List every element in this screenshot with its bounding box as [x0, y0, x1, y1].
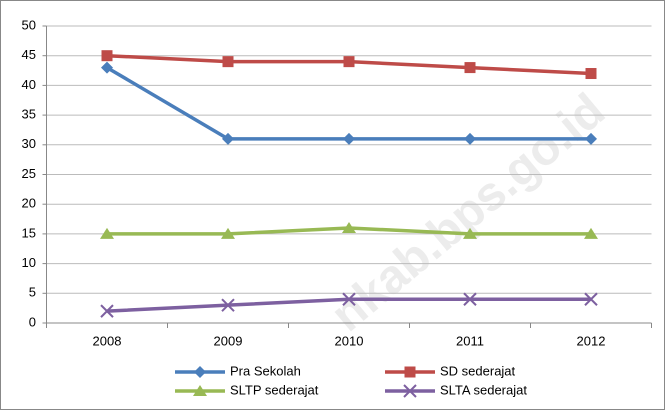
marker — [342, 292, 356, 306]
y-tick-label: 35 — [22, 107, 36, 122]
marker — [585, 132, 597, 145]
marker — [404, 366, 416, 378]
x-tick-label: 2009 — [214, 333, 243, 348]
marker — [343, 132, 355, 145]
marker — [464, 62, 476, 74]
marker — [585, 68, 597, 80]
x-tick-label: 2011 — [456, 333, 484, 348]
marker — [194, 366, 206, 378]
legend-label: Pra Sekolah — [230, 363, 301, 378]
y-tick-label: 45 — [22, 47, 36, 62]
y-tick-label: 50 — [22, 17, 36, 32]
y-tick-label: 25 — [22, 166, 36, 181]
marker — [343, 56, 355, 68]
marker — [101, 61, 113, 74]
marker — [193, 385, 207, 396]
marker — [100, 304, 114, 318]
y-tick-label: 40 — [22, 77, 36, 92]
marker — [221, 227, 235, 239]
marker — [463, 292, 477, 306]
y-tick-label: 20 — [22, 196, 36, 211]
marker — [584, 292, 598, 306]
marker — [221, 298, 235, 312]
marker — [101, 50, 113, 62]
marker — [584, 227, 598, 239]
legend-label: SLTP sederajat — [230, 382, 319, 397]
x-tick-label: 2012 — [577, 333, 606, 348]
y-tick-label: 10 — [22, 255, 36, 270]
legend-label: SD sederajat — [440, 363, 516, 378]
x-tick-label: 2010 — [335, 333, 364, 348]
marker — [222, 132, 234, 145]
marker — [100, 227, 114, 239]
y-tick-label: 15 — [22, 225, 36, 240]
y-tick-label: 30 — [22, 136, 36, 151]
marker — [464, 132, 476, 145]
marker — [342, 221, 356, 233]
marker — [463, 227, 477, 239]
marker — [222, 56, 234, 68]
marker — [403, 384, 417, 398]
y-tick-label: 0 — [29, 314, 36, 329]
y-tick-label: 5 — [29, 285, 36, 300]
legend-label: SLTA sederajat — [440, 382, 527, 397]
x-tick-label: 2008 — [93, 333, 122, 348]
